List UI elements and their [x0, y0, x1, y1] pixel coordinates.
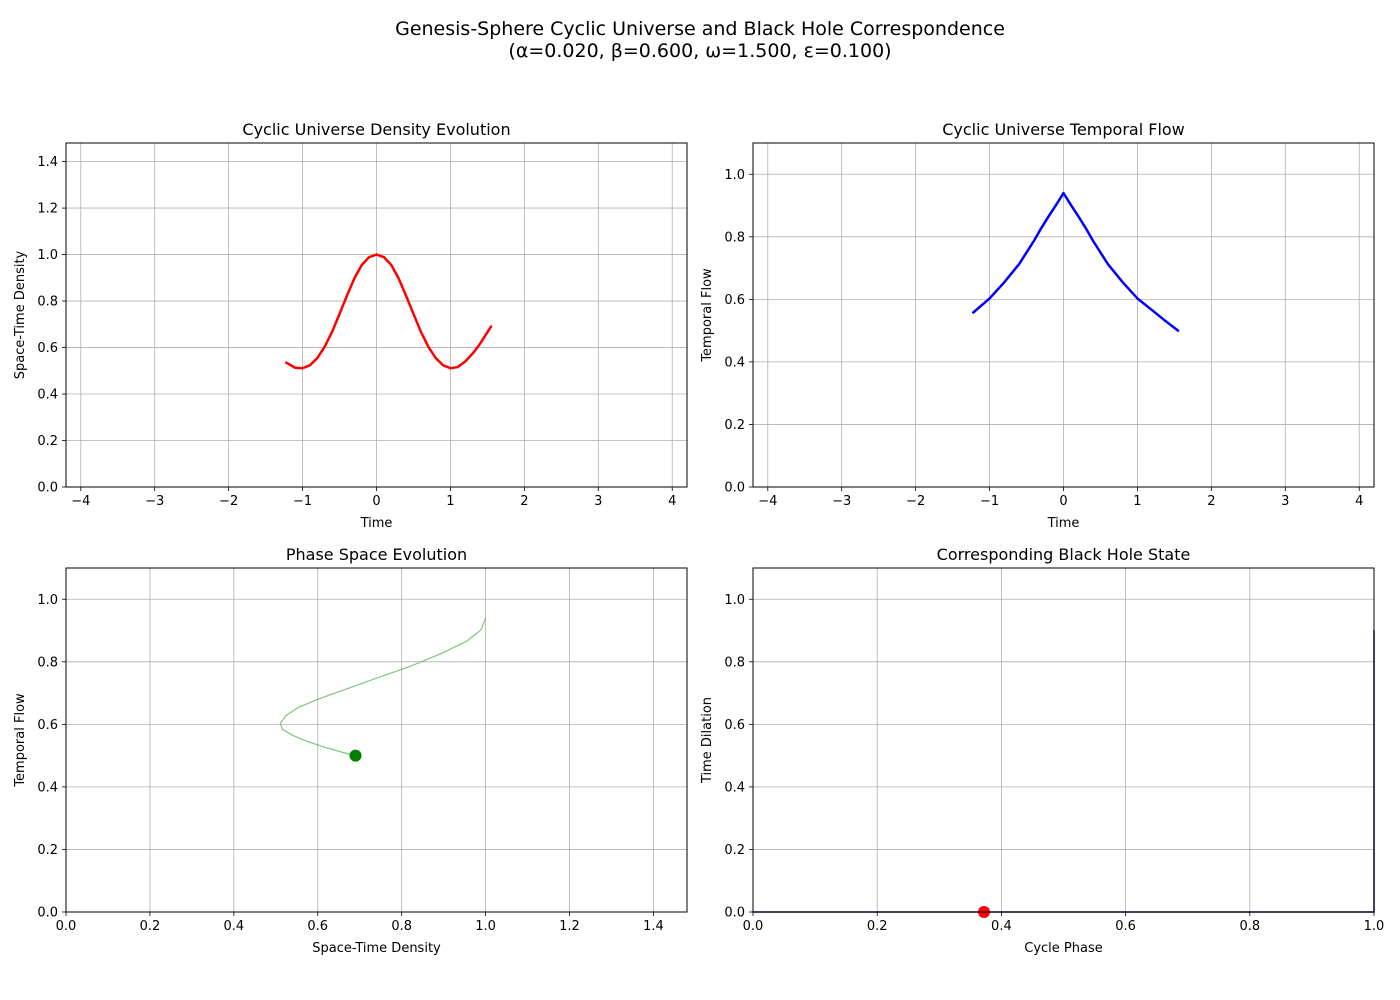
temporal-x-tick-label: 2	[1207, 494, 1215, 509]
density-y-axis-label: Space-Time Density	[13, 250, 28, 379]
temporal-panel-title: Cyclic Universe Temporal Flow	[942, 120, 1185, 139]
temporal-y-tick-label: 0.4	[724, 355, 745, 370]
phase-x-tick-label: 1.0	[475, 919, 496, 934]
blackhole-y-tick-label: 0.0	[724, 906, 745, 921]
phase-y-tick-label: 1.0	[37, 593, 58, 608]
phase-panel-title: Phase Space Evolution	[286, 545, 467, 564]
phase-y-tick-label: 0.0	[37, 906, 58, 921]
density-gridlines	[66, 143, 687, 488]
figure-title-line2: (α=0.020, β=0.600, ω=1.500, ε=0.100)	[508, 40, 891, 62]
temporal-x-tick-label: −2	[906, 494, 925, 509]
density-x-tick-label: 0	[372, 494, 380, 509]
blackhole-x-tick-label: 0.8	[1239, 919, 1260, 934]
density-panel: Cyclic Universe Density Evolution Time S…	[13, 120, 688, 531]
density-x-tick-label: 4	[668, 494, 676, 509]
blackhole-axes-frame	[752, 567, 1375, 913]
temporal-x-tick-label: −1	[980, 494, 999, 509]
density-y-tick-label: 1.4	[37, 155, 58, 170]
density-y-tick-label: 0.0	[37, 481, 58, 496]
phase-current-point-marker	[349, 749, 362, 762]
density-series-line	[285, 253, 493, 370]
density-x-tick-label: 3	[594, 494, 602, 509]
figure-title-line1: Genesis-Sphere Cyclic Universe and Black…	[395, 18, 1005, 40]
density-y-tick-label: 0.2	[37, 434, 58, 449]
phase-x-tick-label: 0.0	[56, 919, 77, 934]
density-x-tick-label: 2	[520, 494, 528, 509]
blackhole-y-tick-label: 0.2	[724, 843, 745, 858]
density-x-tick-label: −4	[71, 494, 90, 509]
blackhole-gridlines	[752, 568, 1375, 913]
phase-panel: Phase Space Evolution Space-Time Density…	[13, 545, 688, 956]
blackhole-y-tick-label: 0.8	[724, 655, 745, 670]
temporal-series-line	[972, 191, 1180, 332]
phase-gridlines	[65, 568, 687, 913]
phase-y-tick-label: 0.6	[37, 718, 58, 733]
blackhole-panel-title: Corresponding Black Hole State	[937, 545, 1191, 564]
temporal-x-tick-label: 1	[1133, 494, 1141, 509]
phase-x-tick-label: 0.6	[307, 919, 328, 934]
temporal-y-tick-label: 1.0	[724, 168, 745, 183]
phase-axes-frame	[65, 567, 688, 913]
blackhole-x-tick-label: 0.4	[991, 919, 1012, 934]
blackhole-y-tick-label: 0.6	[724, 718, 745, 733]
temporal-x-tick-label: −3	[832, 494, 851, 509]
blackhole-y-tick-label: 1.0	[724, 593, 745, 608]
temporal-y-tick-label: 0.6	[724, 293, 745, 308]
phase-y-tick-label: 0.4	[37, 780, 58, 795]
temporal-y-tick-label: 0.2	[724, 418, 745, 433]
density-x-tick-label: −2	[219, 494, 238, 509]
phase-x-axis-label: Space-Time Density	[312, 941, 441, 956]
phase-y-tick-label: 0.8	[37, 655, 58, 670]
density-y-tick-label: 0.8	[37, 295, 58, 310]
blackhole-x-axis-label: Cycle Phase	[1024, 941, 1102, 956]
phase-x-tick-label: 0.4	[223, 919, 244, 934]
density-y-tick-label: 1.0	[37, 248, 58, 263]
density-y-tick-label: 0.4	[37, 388, 58, 403]
density-y-tick-label: 0.6	[37, 341, 58, 356]
temporal-y-tick-label: 0.8	[724, 230, 745, 245]
phase-series-line	[279, 617, 487, 757]
phase-x-tick-label: 1.2	[559, 919, 580, 934]
temporal-x-tick-label: 4	[1355, 494, 1363, 509]
temporal-x-tick-label: 0	[1059, 494, 1067, 509]
blackhole-x-tick-label: 0.0	[743, 919, 764, 934]
phase-x-tick-label: 0.2	[140, 919, 161, 934]
phase-y-tick-label: 0.2	[37, 843, 58, 858]
temporal-x-axis-label: Time	[1047, 516, 1080, 531]
phase-x-tick-label: 0.8	[391, 919, 412, 934]
blackhole-y-axis-label: Time Dilation	[700, 697, 715, 784]
density-x-tick-label: −3	[145, 494, 164, 509]
temporal-y-axis-label: Temporal Flow	[700, 268, 715, 363]
temporal-y-tick-label: 0.0	[724, 481, 745, 496]
temporal-x-tick-label: 3	[1281, 494, 1289, 509]
phase-y-axis-label: Temporal Flow	[13, 693, 28, 788]
blackhole-x-tick-label: 1.0	[1364, 919, 1385, 934]
blackhole-panel: Corresponding Black Hole State Cycle Pha…	[700, 545, 1384, 956]
temporal-x-tick-label: −4	[758, 494, 777, 509]
blackhole-y-tick-label: 0.4	[724, 780, 745, 795]
blackhole-x-tick-label: 0.6	[1115, 919, 1136, 934]
density-y-tick-label: 1.2	[37, 202, 58, 217]
temporal-panel: Cyclic Universe Temporal Flow Time Tempo…	[700, 120, 1375, 531]
blackhole-series-line	[752, 629, 1375, 913]
density-panel-title: Cyclic Universe Density Evolution	[242, 120, 510, 139]
phase-x-tick-label: 1.4	[643, 919, 664, 934]
density-x-tick-label: −1	[293, 494, 312, 509]
density-x-tick-label: 1	[446, 494, 454, 509]
density-x-axis-label: Time	[360, 516, 393, 531]
blackhole-x-tick-label: 0.2	[867, 919, 888, 934]
